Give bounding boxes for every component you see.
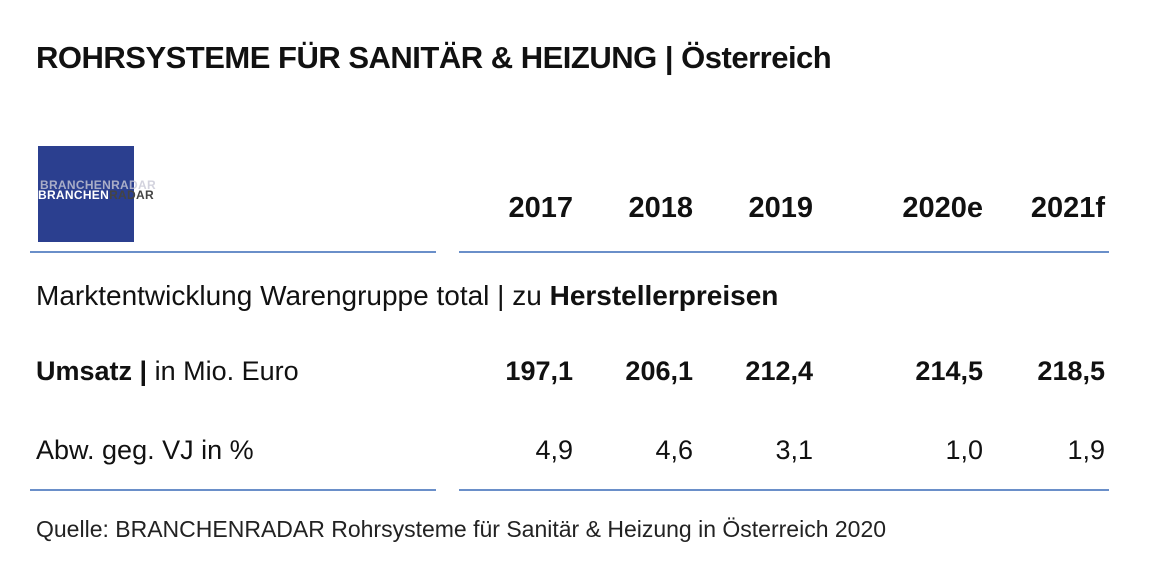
section-bold: Herstellerpreisen [549,280,779,311]
logo-shadow-part2: RADAR [111,178,156,192]
year-header-2017: 2017 [508,192,573,224]
year-header-2020e: 2020e [902,192,983,224]
change-value-2018: 4,6 [655,435,693,465]
year-header-2021f: 2021f [1030,192,1105,224]
logo-text: BRANCHENRADAR [38,188,154,202]
source-note: Quelle: BRANCHENRADAR Rohrsysteme für Sa… [36,516,887,542]
section-heading: Marktentwicklung Warengruppe total | zu … [36,280,778,312]
revenue-label-unit: in Mio. Euro [147,356,299,386]
revenue-value-2020e: 214,5 [915,356,983,386]
revenue-label-bold: Umsatz | [36,356,148,386]
change-value-2021f: 1,9 [1067,435,1105,465]
change-row-label: Abw. geg. VJ in % [36,435,254,465]
footer-rule-left [30,489,436,491]
revenue-value-2019: 212,4 [745,356,813,386]
header-rule-left [30,251,436,253]
title-country: Österreich [681,40,832,75]
revenue-value-2018: 206,1 [625,356,693,386]
logo-text-branchen: BRANCHEN [38,188,110,202]
title-separator: | [656,40,682,75]
chart-title: ROHRSYSTEME FÜR SANITÄR & HEIZUNG | Öste… [36,40,832,76]
branchenradar-logo [38,146,134,242]
change-value-2019: 3,1 [775,435,813,465]
section-prefix: Marktentwicklung Warengruppe total | zu [36,280,550,311]
year-header-2018: 2018 [628,192,693,224]
header-rule-right [459,251,1109,253]
logo-shadow-part1: BRANCHEN [40,178,112,192]
change-value-2017: 4,9 [535,435,573,465]
revenue-value-2017: 197,1 [505,356,573,386]
logo-shadow-text: BRANCHENRADAR [40,178,156,192]
logo-text-radar: RADAR [109,188,154,202]
change-value-2020e: 1,0 [945,435,983,465]
footer-rule-right [459,489,1109,491]
revenue-value-2021f: 218,5 [1037,356,1105,386]
year-header-2019: 2019 [748,192,813,224]
title-main: ROHRSYSTEME FÜR SANITÄR & HEIZUNG [36,40,657,75]
revenue-row-label: Umsatz | in Mio. Euro [36,356,299,387]
